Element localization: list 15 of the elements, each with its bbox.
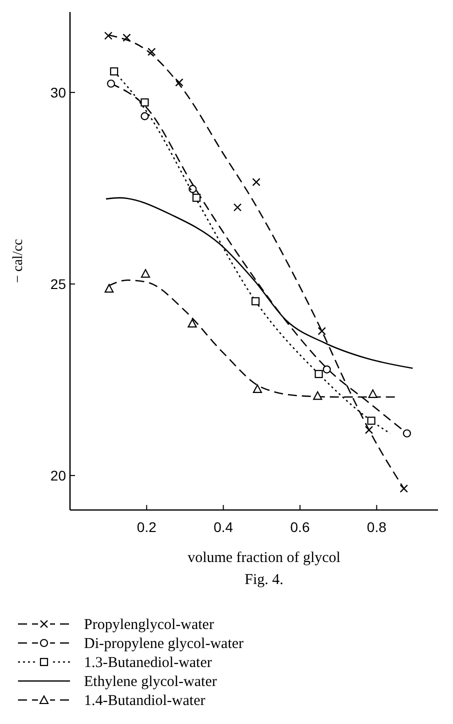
x-tick-label: 0.8 bbox=[366, 519, 387, 535]
y-axis-title: − cal/cc bbox=[11, 238, 26, 284]
caption: Fig. 4. bbox=[244, 572, 284, 588]
x-tick-label: 0.2 bbox=[136, 519, 157, 535]
x-axis-title: volume fraction of glycol bbox=[188, 550, 340, 566]
y-tick-label: 25 bbox=[50, 276, 66, 292]
legend-label: Propylenglycol-water bbox=[84, 617, 214, 633]
legend-label: Ethylene glycol-water bbox=[84, 674, 217, 690]
x-tick-label: 0.4 bbox=[214, 519, 234, 535]
legend-label: Di-propylene glycol-water bbox=[84, 636, 244, 652]
y-tick-label: 30 bbox=[50, 84, 66, 100]
legend-label: 1.4-Butandiol-water bbox=[84, 693, 206, 709]
legend-label: 1.3-Butanediol-water bbox=[84, 655, 212, 671]
x-tick-label: 0.6 bbox=[290, 519, 310, 535]
y-tick-label: 20 bbox=[50, 468, 66, 484]
